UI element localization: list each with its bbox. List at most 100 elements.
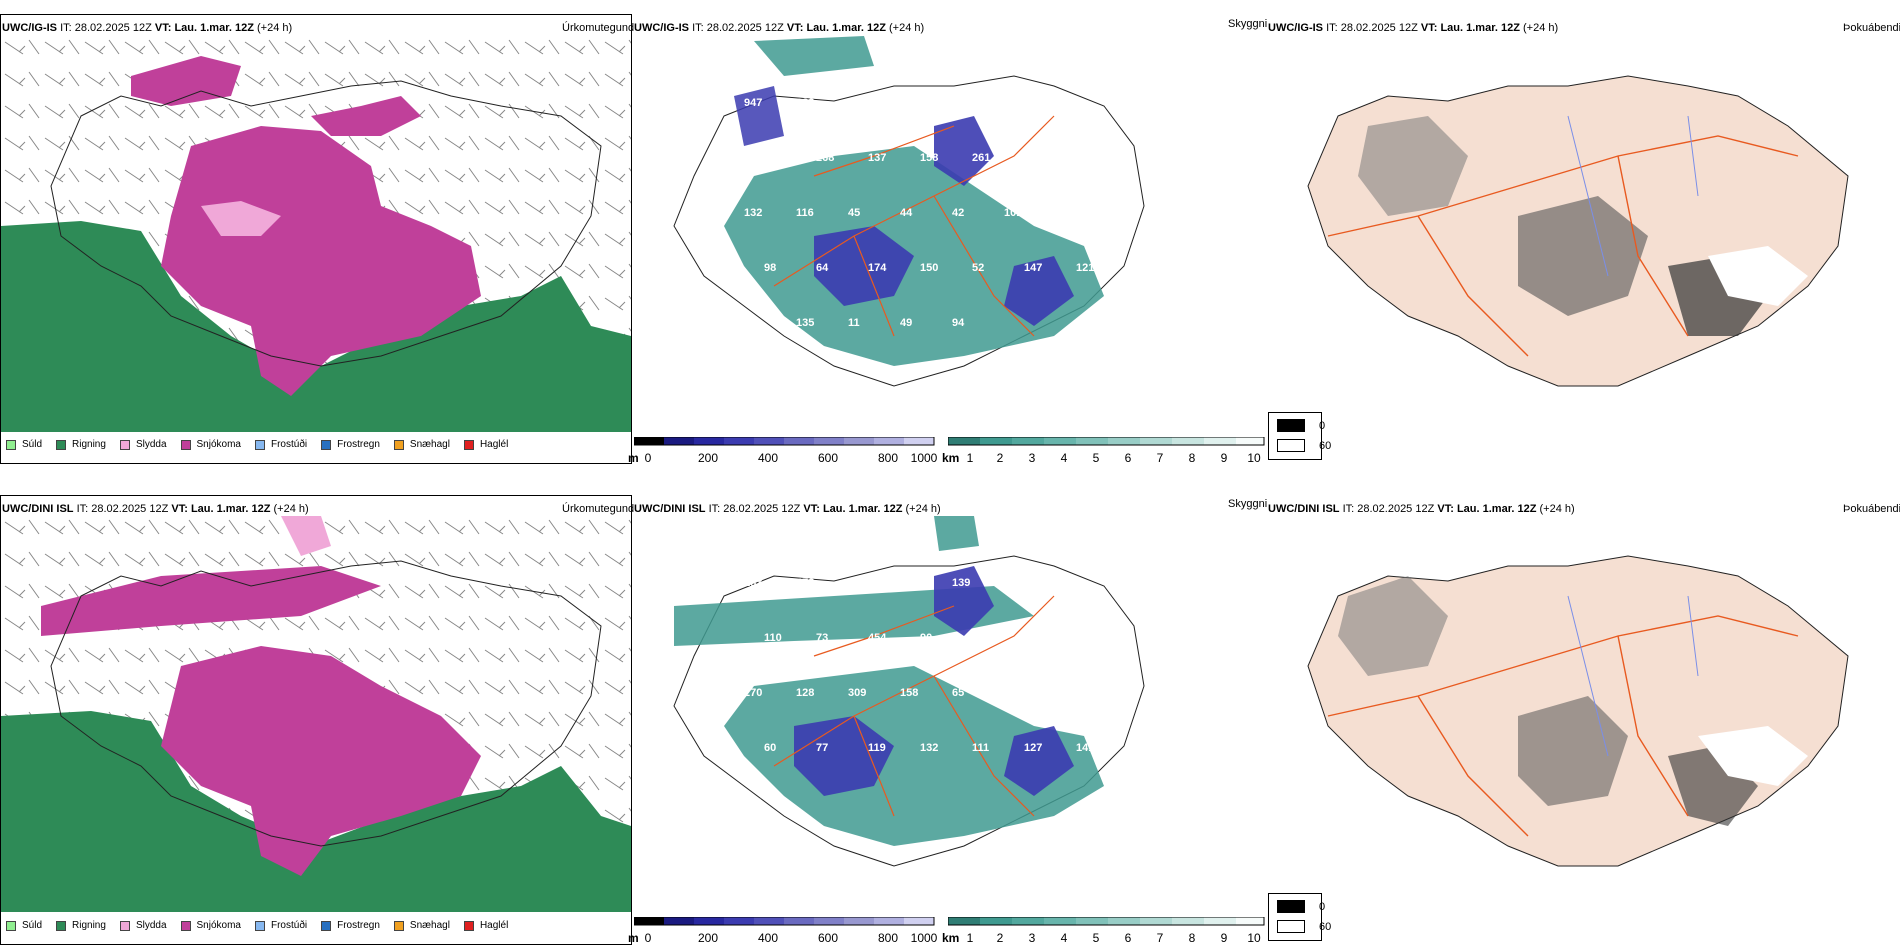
roads (1327, 615, 1799, 837)
glacier (1698, 726, 1808, 786)
cloud-base-label: 101 (744, 797, 762, 809)
cloud-base-label: 392 (900, 97, 918, 109)
cloud-base-label: 128 (796, 687, 814, 699)
cloud-base-label: 218 (1076, 152, 1094, 164)
cloud-base-label: 427 (972, 632, 990, 644)
ptype-name-1: Úrkomutegund (562, 22, 635, 34)
cloud-base-label: 605 (1076, 632, 1094, 644)
cloud-base-label: 150 (920, 262, 938, 274)
swatch-freezing-rain (321, 920, 332, 931)
fog-dark-1 (1338, 576, 1448, 676)
cloud-base-label: 270 (744, 687, 762, 699)
cloud-name-1: Skyggni (1228, 18, 1268, 30)
cloud-name-2: Skyggni (1228, 498, 1268, 510)
coastline (50, 560, 602, 847)
ptype-panel-2 (0, 495, 632, 945)
ptype-title-1: UWC/IG-IS IT: 28.02.2025 12Z VT: Lau. 1.… (2, 22, 293, 34)
fog-map-2 (1268, 516, 1898, 912)
vis-unit-2: km (942, 931, 960, 945)
rivers (1567, 115, 1699, 277)
cloud-labels-1: 947 322 287 392 256 404 123 120 268 137 158 261 238 2… (744, 97, 1094, 329)
cloud-title-1: UWC/IG-IS IT: 28.02.2025 12Z VT: Lau. 1.… (634, 22, 925, 34)
rivers (1567, 595, 1699, 757)
cloud-base-label: 135 (796, 317, 814, 329)
cloud-base-label: 183 (744, 577, 762, 589)
cloud-base-label: 11 (848, 317, 860, 329)
cloud-base-label: 132 (744, 207, 762, 219)
vis-unit-1: km (942, 451, 960, 465)
coastline (50, 80, 602, 367)
roads (773, 115, 1055, 337)
cloud-base-label: 404 (1004, 97, 1023, 109)
cloud-blue-1 (794, 716, 894, 796)
cloud-base-label: 111 (972, 742, 989, 754)
cloud-base-label: 44 (900, 207, 913, 219)
ptype-title-2: UWC/DINI ISL IT: 28.02.2025 12Z VT: Lau.… (2, 503, 309, 515)
swatch-freezing-drizzle (254, 920, 265, 931)
cloud-base-label: 322 (796, 97, 814, 109)
cloud-base-label: 110 (764, 632, 782, 644)
swatch-drizzle (6, 439, 16, 450)
cloud-base-label: 65 (952, 687, 964, 699)
cloud-base-label: 82 (744, 317, 756, 329)
cloud-blue-2 (934, 566, 994, 636)
cloud-base-label: 90 (920, 632, 932, 644)
fog-name-2: Þokuábendi (1843, 503, 1900, 515)
cloud-blue-4 (734, 86, 784, 146)
cloud-base-label: 116 (796, 207, 814, 219)
fog-legend-2: 0 60 (1268, 893, 1331, 941)
ptype-legend-2: Súld Rigning Slydda Snjókoma Frostúði Fr… (6, 920, 522, 931)
fog-map-1 (1268, 36, 1898, 432)
cloud-base-label: 454 (868, 632, 887, 644)
roads (1327, 135, 1799, 357)
swatch-sleet (119, 920, 130, 931)
fog-title-2: UWC/DINI ISL IT: 28.02.2025 12Z VT: Lau.… (1268, 503, 1575, 515)
rain-area (1, 221, 631, 432)
cloud-base-label: 174 (1024, 632, 1043, 644)
swatch-hail (463, 439, 474, 450)
cloud-base-label: 268 (816, 152, 834, 164)
cloud-base-label: 73 (816, 632, 828, 644)
glacier (1708, 246, 1808, 306)
cloud-blue-2 (934, 116, 994, 186)
cloud-base-label: 49 (900, 317, 912, 329)
cloud-base-label: 98 (764, 262, 776, 274)
cloud-base-label: 287 (848, 97, 866, 109)
cloud-base-label: 137 (868, 152, 886, 164)
cloud-base-label: 101 (1004, 207, 1022, 219)
ptype-name-2: Úrkomutegund (562, 503, 635, 515)
ptype-map-1 (1, 36, 631, 432)
cloud-base-label: 141 (1076, 742, 1094, 754)
cloud-base-label: 120 (764, 152, 782, 164)
cloud-teal-north (754, 36, 874, 76)
sleet-area (201, 201, 281, 236)
cloud-teal-area (724, 666, 1104, 846)
cloud-base-label: 127 (1024, 742, 1042, 754)
fog-legend-1: 0 60 (1268, 412, 1331, 460)
cloud-base-label: 174 (868, 262, 887, 274)
swatch-hail (463, 920, 474, 931)
cloud-base-label: 121 (1076, 262, 1094, 274)
cloud-base-label: 64 (816, 262, 829, 274)
cloud-base-label: 130 (1004, 577, 1022, 589)
cloud-map-2: 183 472 256 69 139 130 111 110 73 454 90 427 174 605 2… (634, 516, 1264, 912)
swatch-freezing-rain (321, 439, 332, 450)
swatch-sleet (119, 439, 130, 450)
swatch-snow (180, 439, 191, 450)
cloud-base-label: 158 (900, 687, 918, 699)
cloud-base-label: 60 (764, 742, 776, 754)
ptype-map-2 (1, 516, 631, 912)
cloud-base-label: 309 (848, 687, 866, 699)
cloud-base-label: 256 (848, 577, 866, 589)
cloud-blue-3 (1004, 726, 1074, 796)
cloud-base-label: 80 (1056, 207, 1068, 219)
swatch-rain (56, 439, 67, 450)
snow-area-main (161, 646, 481, 876)
swatch-snow-grains (393, 920, 404, 931)
fog-title-1: UWC/IG-IS IT: 28.02.2025 12Z VT: Lau. 1.… (1268, 22, 1559, 34)
swatch-snow-grains (393, 439, 404, 450)
cloud-base-label: 158 (920, 152, 938, 164)
cloud-blue-3 (1004, 256, 1074, 326)
cloud-title-2: UWC/DINI ISL IT: 28.02.2025 12Z VT: Lau.… (634, 503, 941, 515)
vis-colorbar-1: km 1 2 3 4 5 6 7 8 9 10 (942, 437, 1266, 469)
